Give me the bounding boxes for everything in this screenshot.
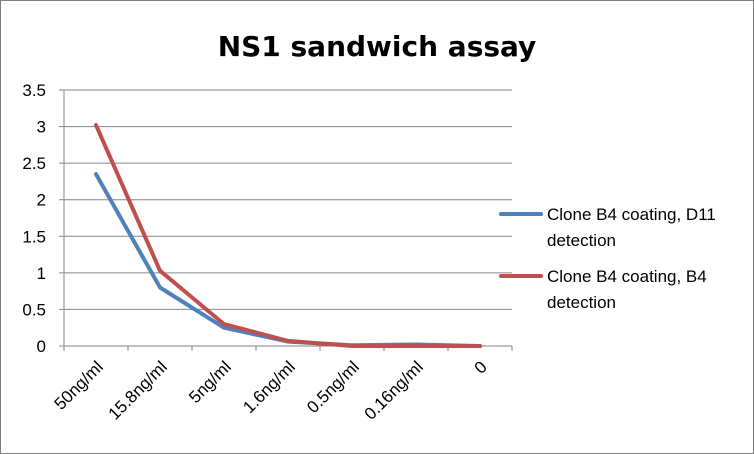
series-lines [94, 123, 482, 348]
axes [59, 89, 513, 351]
x-tick-label: 1.6ng/ml [239, 357, 299, 417]
series-line-2 [94, 123, 482, 348]
y-tick-label: 1.5 [22, 227, 46, 246]
x-tick-label: 15.8ng/ml [105, 357, 171, 423]
x-tick-label: 5ng/ml [185, 357, 235, 407]
x-tick-label: 0.16ng/ml [361, 357, 427, 423]
y-tick-label: 2.5 [22, 154, 46, 173]
y-tick-label: 2 [37, 191, 46, 210]
x-tick-label: 0.5ng/ml [303, 357, 363, 417]
x-tick-label: 50ng/ml [51, 357, 107, 413]
y-tick-label: 0 [37, 337, 46, 356]
legend-label: Clone B4 coating, B4 [547, 267, 707, 286]
chart-title: NS1 sandwich assay [218, 30, 537, 63]
y-tick-label: 1 [37, 264, 46, 283]
y-tick-label: 3.5 [22, 81, 46, 100]
y-axis-tick-labels: 0 0.5 1 1.5 2 2.5 3 3.5 [22, 81, 46, 356]
x-tick-label: 0 [471, 357, 491, 377]
legend-label: detection [547, 293, 616, 312]
legend: Clone B4 coating, D11 detection Clone B4 c… [499, 205, 716, 312]
y-tick-label: 0.5 [22, 300, 46, 319]
gridlines [64, 89, 512, 310]
y-tick-label: 3 [37, 118, 46, 137]
legend-label: Clone B4 coating, D11 [547, 205, 716, 224]
legend-label: detection [547, 231, 616, 250]
